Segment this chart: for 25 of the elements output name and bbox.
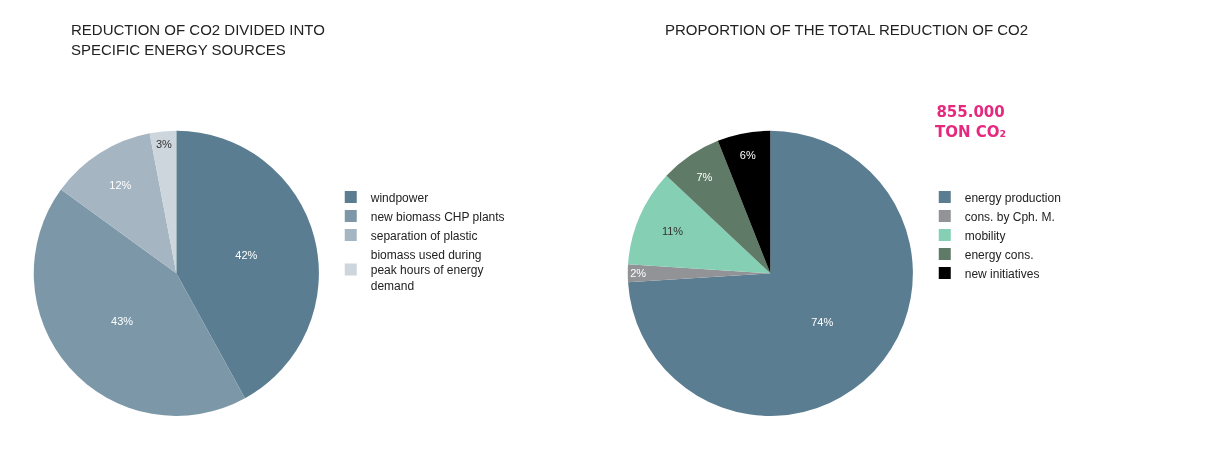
chart-title: PROPORTION OF THE TOTAL REDUCTION OF CO2 [665, 21, 1029, 38]
legend-label: mobility [964, 228, 1006, 243]
legend-label: new initiatives [964, 266, 1040, 281]
legend-label: biomass used during peak hours of energy demand [370, 247, 484, 293]
legend-label: cons. by Cph. M. [964, 209, 1055, 224]
legend-label: windpower [369, 190, 429, 205]
legend-label: separation of plastic [370, 228, 478, 243]
chart-title: REDUCTION OF CO2 DIVIDED INTO SPECIFIC ENERGY SOURCES [71, 21, 325, 58]
data-label: 12% [109, 179, 132, 192]
data-label: 3% [156, 137, 173, 150]
data-label: 42% [235, 249, 258, 262]
data-label: 2% [630, 267, 647, 280]
data-label: 43% [111, 315, 134, 328]
data-label: 74% [811, 316, 834, 329]
legend-label: energy cons. [964, 247, 1034, 262]
data-label: 6% [739, 149, 756, 162]
data-label: 7% [696, 170, 713, 183]
legend-label: new biomass CHP plants [370, 209, 505, 224]
data-label: 11% [661, 225, 684, 238]
pie-slice [628, 130, 913, 416]
pie-slice [60, 133, 177, 274]
text: 855.000 TON CO₂ [935, 103, 1007, 141]
legend-label: energy production [964, 190, 1061, 205]
pie-slice [717, 130, 771, 274]
pie-slice [176, 130, 319, 399]
